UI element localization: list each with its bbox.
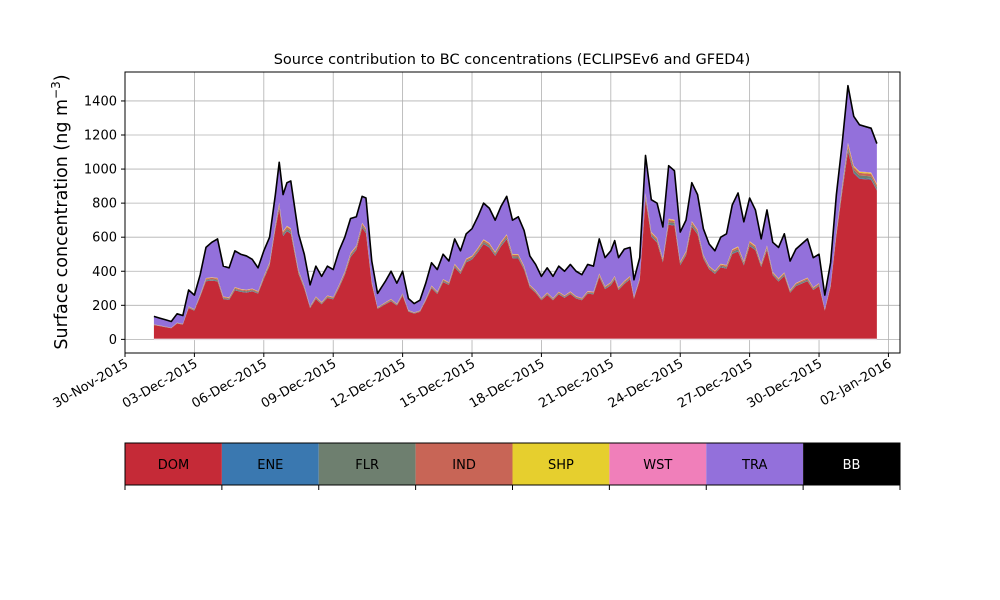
- y-axis-label: Surface concentration (ng m−3): [49, 74, 72, 349]
- y-tick-label: 1200: [84, 129, 117, 144]
- legend-swatch-bb: [803, 443, 900, 485]
- legend-swatch-tra: [706, 443, 804, 485]
- legend-swatch-wst: [609, 443, 707, 485]
- y-tick-label: 200: [92, 299, 117, 314]
- legend-swatch-dom: [125, 443, 222, 485]
- y-tick-label: 400: [92, 265, 117, 280]
- legend-label-shp: SHP: [548, 458, 574, 473]
- legend-colorbar: DOM ENE FLR IND SHP WST TRA BB: [124, 442, 901, 490]
- y-axis-label-close: ): [52, 74, 72, 81]
- stacked-areas: [153, 84, 878, 341]
- legend-label-wst: WST: [643, 458, 672, 473]
- legend-label-ene: ENE: [257, 458, 283, 473]
- legend-label-bb: BB: [843, 458, 861, 473]
- legend-label-flr: FLR: [355, 458, 379, 473]
- chart-title: Source contribution to BC concentrations…: [274, 52, 751, 68]
- legend-swatch-ind: [415, 443, 513, 485]
- legend-label-dom: DOM: [158, 458, 189, 473]
- plot-frame: [124, 71, 901, 354]
- y-tick-label: 800: [92, 197, 117, 212]
- legend-swatch-ene: [221, 443, 319, 485]
- y-axis-label-main: Surface concentration (ng m: [52, 99, 72, 350]
- y-axis-label-superscript: −3: [49, 81, 63, 99]
- legend-label-tra: TRA: [741, 458, 767, 473]
- y-tick-label: 1400: [84, 94, 117, 109]
- y-tick-label: 600: [92, 231, 117, 246]
- y-tick-label: 0: [109, 333, 117, 348]
- total-line: [153, 84, 878, 323]
- legend-swatch-shp: [512, 443, 610, 485]
- area-dom: [153, 151, 877, 340]
- legend-label-ind: IND: [452, 458, 476, 473]
- legend-swatch-flr: [318, 443, 416, 485]
- y-tick-label: 1000: [84, 163, 117, 178]
